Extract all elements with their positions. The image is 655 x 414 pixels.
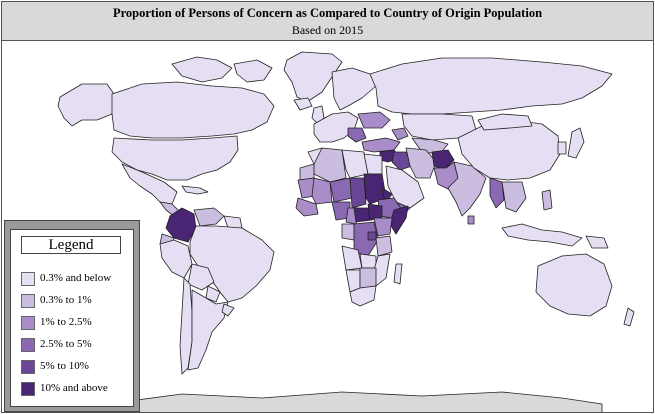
legend-label: 10% and above bbox=[40, 382, 108, 394]
map-title: Proportion of Persons of Concern as Comp… bbox=[112, 6, 543, 20]
legend-swatch bbox=[21, 338, 35, 352]
uruguay bbox=[221, 303, 235, 317]
mongolia bbox=[477, 113, 533, 131]
greenland bbox=[283, 51, 343, 103]
legend-swatch bbox=[21, 382, 35, 396]
legend-panel: Legend 0.3% and below 0.3% to 1% 1% to 2… bbox=[10, 229, 134, 407]
chad bbox=[349, 177, 367, 209]
iran bbox=[405, 147, 437, 179]
ukraine bbox=[357, 111, 391, 129]
canada-arctic-islands bbox=[171, 56, 233, 83]
south-africa bbox=[349, 285, 377, 307]
legend-label: 0.3% to 1% bbox=[40, 294, 92, 306]
myanmar bbox=[489, 177, 505, 209]
guianas bbox=[223, 215, 243, 229]
legend-label: 0.3% and below bbox=[40, 272, 112, 284]
gabon-congo bbox=[341, 223, 355, 241]
peru bbox=[159, 239, 193, 279]
world-map bbox=[57, 51, 635, 412]
brazil bbox=[189, 225, 275, 303]
legend: Legend 0.3% and below 0.3% to 1% 1% to 2… bbox=[4, 220, 140, 412]
scandinavia bbox=[331, 67, 377, 111]
paraguay bbox=[205, 285, 221, 303]
uganda-kenya bbox=[373, 217, 393, 237]
new-zealand bbox=[623, 307, 635, 327]
iceland bbox=[293, 97, 313, 111]
japan bbox=[567, 127, 585, 159]
title-bar: Proportion of Persons of Concern as Comp… bbox=[2, 2, 653, 41]
western-sahara bbox=[299, 163, 315, 181]
philippines bbox=[541, 189, 553, 211]
canada bbox=[111, 81, 275, 139]
caucasus bbox=[391, 127, 409, 141]
venezuela bbox=[193, 207, 225, 227]
legend-swatch bbox=[21, 272, 35, 286]
australia bbox=[535, 253, 613, 317]
legend-title: Legend bbox=[21, 236, 121, 254]
iraq bbox=[391, 151, 413, 171]
afghanistan bbox=[431, 149, 455, 171]
zimbabwe-botswana bbox=[359, 267, 377, 289]
legend-label: 2.5% to 5% bbox=[40, 338, 92, 350]
antarctica bbox=[121, 391, 603, 412]
legend-label: 5% to 10% bbox=[40, 360, 89, 372]
colombia bbox=[165, 207, 197, 243]
madagascar bbox=[393, 263, 403, 285]
papua-new-guinea bbox=[585, 235, 609, 249]
zambia bbox=[359, 253, 377, 269]
mali bbox=[311, 177, 333, 205]
map-subtitle: Based on 2015 bbox=[291, 23, 364, 37]
india bbox=[447, 161, 487, 217]
legend-swatch bbox=[21, 316, 35, 330]
tanzania bbox=[375, 235, 393, 257]
usa bbox=[111, 135, 239, 181]
russia bbox=[369, 57, 613, 115]
west-africa-coast bbox=[295, 197, 319, 217]
legend-swatch bbox=[21, 294, 35, 308]
niger bbox=[329, 177, 353, 203]
sri-lanka bbox=[467, 215, 475, 225]
southeast-asia bbox=[501, 181, 527, 213]
libya bbox=[341, 149, 369, 179]
arctic-island-2 bbox=[233, 59, 273, 83]
saudi-arabia bbox=[385, 165, 425, 209]
balkans bbox=[347, 127, 367, 143]
argentina bbox=[187, 289, 229, 371]
legend-swatch bbox=[21, 360, 35, 374]
burundi-rwanda bbox=[367, 231, 377, 241]
alaska bbox=[57, 83, 115, 127]
indonesia bbox=[501, 223, 583, 247]
legend-label: 1% to 2.5% bbox=[40, 316, 92, 328]
caribbean bbox=[181, 185, 209, 195]
korea bbox=[557, 141, 567, 155]
